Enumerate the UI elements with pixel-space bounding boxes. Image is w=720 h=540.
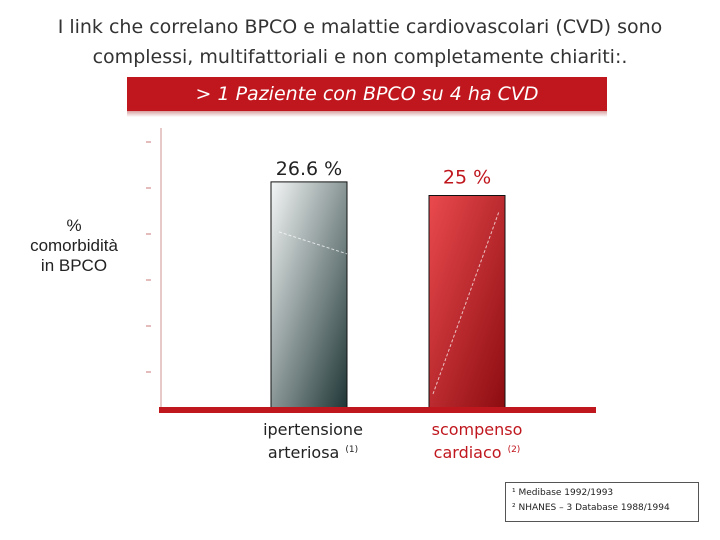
banner-shadow — [127, 111, 607, 117]
category-1-footnote-ref: (1) — [345, 445, 359, 455]
y-axis-label-line-1: % — [66, 216, 82, 235]
headline-banner: > 1 Paziente con BPCO su 4 ha CVD — [127, 77, 607, 111]
category-2-footnote-ref: (2) — [507, 445, 521, 455]
category-label-ipertensione: ipertensione arteriosa (1) — [248, 420, 378, 463]
y-axis-label-line-2: comorbidità — [30, 236, 118, 255]
reference-2: ² NHANES – 3 Database 1988/1994 — [512, 503, 670, 513]
title-line-2: complessi, multifattoriali e non complet… — [92, 46, 628, 68]
bar-2 — [428, 195, 506, 409]
category-1-line-2: arteriosa — [267, 443, 340, 462]
bar-2-sheen — [432, 211, 500, 395]
headline-banner-text: > 1 Paziente con BPCO su 4 ha CVD — [195, 83, 539, 105]
y-axis-label: % comorbidità in BPCO — [20, 216, 128, 276]
x-axis-line — [159, 407, 596, 413]
y-axis-label-line-3: in BPCO — [40, 256, 108, 275]
category-2-line-2: cardiaco — [433, 443, 502, 462]
bar-2-value-label: 25 % — [443, 167, 491, 189]
category-label-scompenso: scompenso cardiaco (2) — [412, 420, 542, 463]
bar-1-sheen — [278, 231, 348, 255]
title-line-1: I link che correlano BPCO e malattie car… — [57, 16, 663, 38]
reference-1: ¹ Medibase 1992/1993 — [512, 488, 614, 498]
y-axis-ticks — [146, 141, 151, 373]
bars: 26.6 % 25 % — [270, 158, 506, 409]
references-box: ¹ Medibase 1992/1993 ² NHANES – 3 Databa… — [505, 482, 699, 522]
category-1-line-1: ipertensione — [263, 420, 363, 439]
bar-1 — [270, 181, 348, 409]
slide-title: I link che correlano BPCO e malattie car… — [40, 12, 680, 72]
category-2-line-1: scompenso — [431, 420, 523, 439]
bar-1-value-label: 26.6 % — [276, 158, 342, 180]
